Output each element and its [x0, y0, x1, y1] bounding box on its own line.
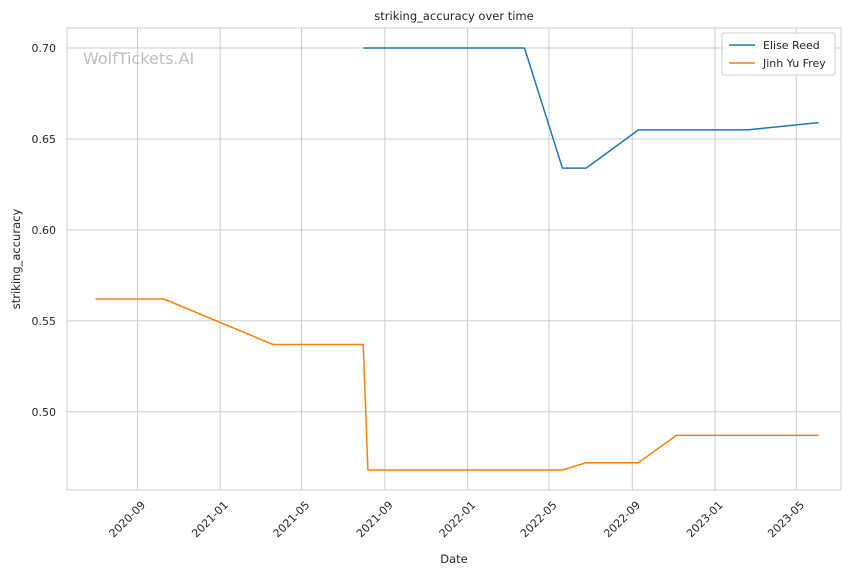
y-tick-label: 0.70 — [32, 42, 57, 55]
series-line-1 — [363, 47, 819, 169]
x-axis-title: Date — [440, 552, 468, 566]
plot-area — [66, 27, 842, 491]
series-line-2 — [95, 298, 819, 471]
series-layer — [95, 47, 819, 471]
y-tick-label: 0.60 — [32, 224, 57, 237]
y-axis-title: striking_accuracy — [9, 209, 23, 310]
y-tick-label: 0.50 — [32, 406, 57, 419]
legend-label: Elise Reed — [763, 39, 820, 52]
watermark-text: WolfTickets.AI — [83, 49, 194, 68]
y-tick-label: 0.55 — [32, 315, 57, 328]
y-tick-label: 0.65 — [32, 133, 57, 146]
y-axis-ticks: 0.50 0.55 0.60 0.65 0.70 — [32, 42, 57, 419]
legend-box — [721, 32, 836, 76]
legend: Elise Reed Jinh Yu Frey — [721, 32, 836, 76]
legend-label: Jinh Yu Frey — [762, 57, 826, 70]
chart-title: striking_accuracy over time — [374, 9, 533, 23]
